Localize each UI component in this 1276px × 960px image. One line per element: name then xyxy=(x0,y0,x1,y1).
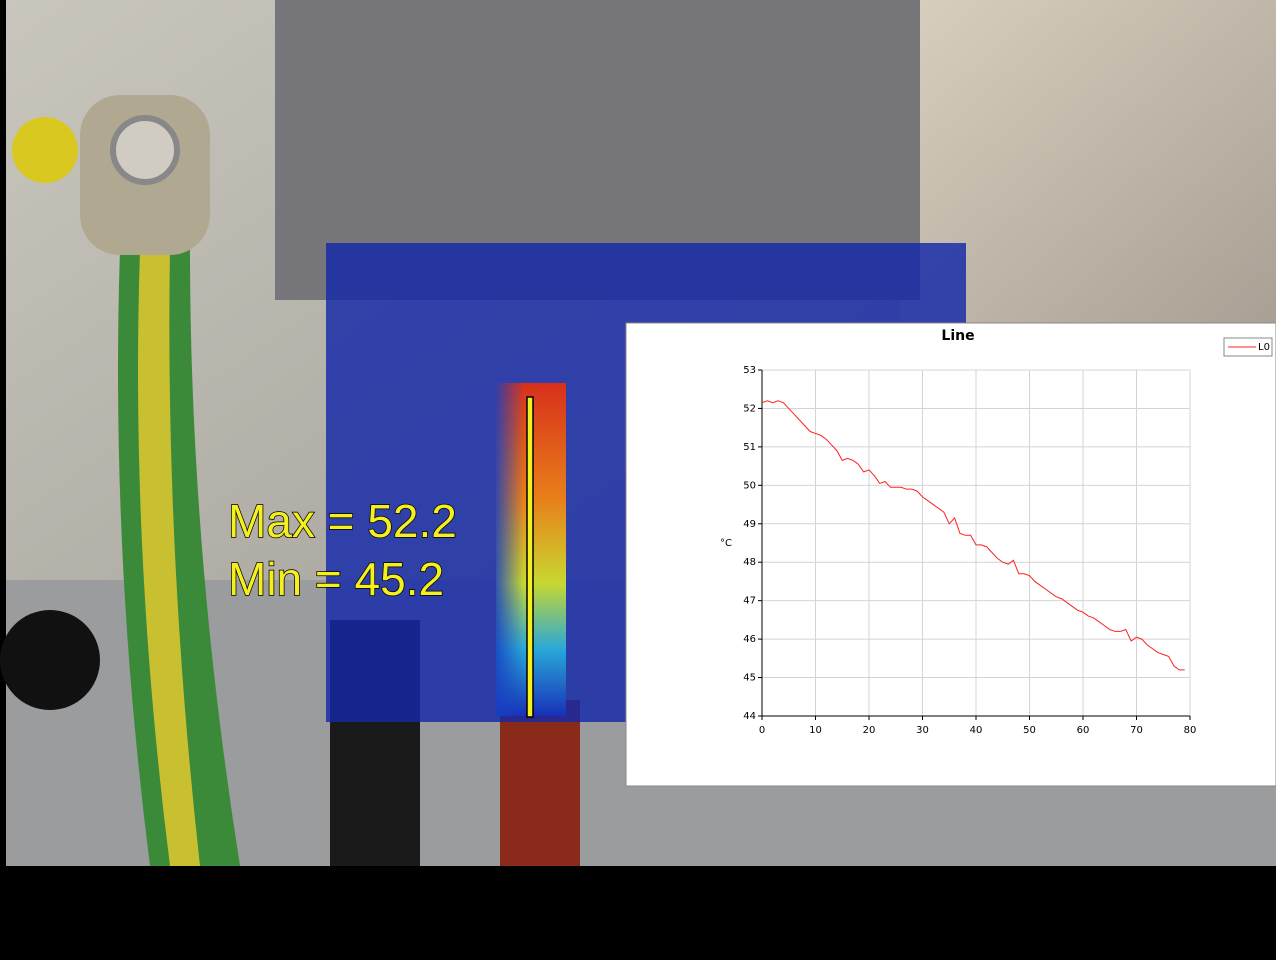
x-tick-label: 0 xyxy=(759,725,765,736)
x-tick-label: 60 xyxy=(1077,725,1090,736)
y-tick-label: 52 xyxy=(743,403,756,414)
screen: Max = 52.2 Min = 45.2 Line °C 44 45 46 47 48… xyxy=(0,0,1276,960)
y-axis-label: °C xyxy=(720,538,732,549)
x-tick-label: 70 xyxy=(1130,725,1143,736)
x-tick-label: 50 xyxy=(1023,725,1036,736)
measure-line xyxy=(527,397,533,717)
y-tick-label: 53 xyxy=(743,365,756,376)
y-tick-label: 48 xyxy=(743,557,756,568)
y-tick-label: 45 xyxy=(743,673,756,684)
y-tick-label: 46 xyxy=(743,634,756,645)
chart-title: Line xyxy=(941,328,974,344)
status-bar xyxy=(0,866,1276,960)
x-tick-label: 80 xyxy=(1184,725,1197,736)
min-readout: Min = 45.2 xyxy=(228,553,444,605)
x-tick-label: 30 xyxy=(916,725,929,736)
line-chart-panel: Line °C 44 45 46 47 48 49 50 51 52 53 0 10 20 30 40 50 6… xyxy=(626,323,1276,786)
x-tick-label: 20 xyxy=(863,725,876,736)
y-tick-label: 44 xyxy=(743,711,756,722)
y-tick-label: 49 xyxy=(743,519,756,530)
y-tick-label: 50 xyxy=(743,480,756,491)
max-readout: Max = 52.2 xyxy=(228,495,457,547)
y-tick-label: 51 xyxy=(743,442,756,453)
x-tick-label: 10 xyxy=(809,725,822,736)
x-tick-label: 40 xyxy=(970,725,983,736)
legend-label: L0 xyxy=(1258,342,1270,353)
y-tick-label: 47 xyxy=(743,596,756,607)
chart-background xyxy=(626,323,1276,786)
